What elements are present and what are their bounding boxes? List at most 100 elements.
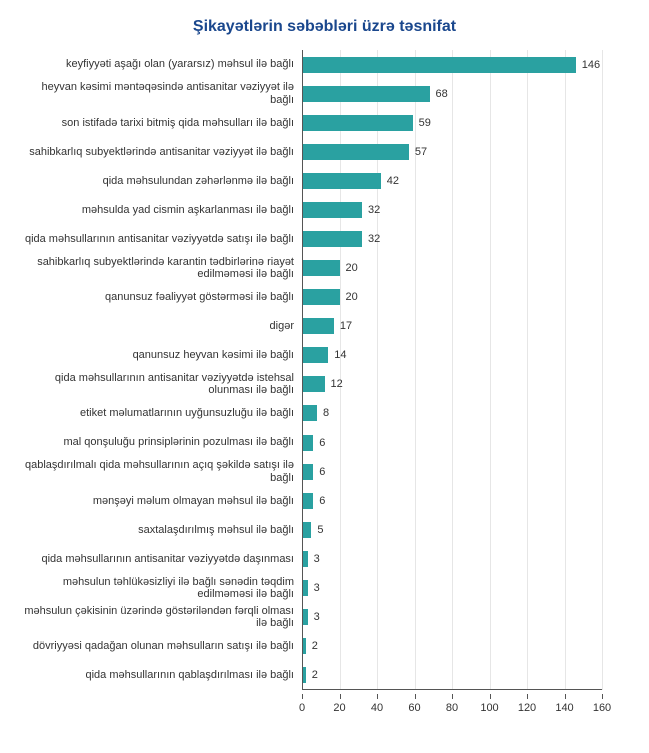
bar-cell: 6	[302, 429, 629, 457]
bar-cell: 57	[302, 138, 629, 166]
chart-rows: keyfiyyəti aşağı olan (yararsız) məhsul …	[20, 50, 629, 690]
bar-cell: 20	[302, 283, 629, 311]
x-tick-mark	[527, 694, 528, 699]
chart-row: qida məhsulundan zəhərlənmə ilə bağlı42	[20, 167, 629, 195]
bar-value-label: 3	[314, 611, 320, 623]
bar-value-label: 3	[314, 582, 320, 594]
chart-title: Şikayətlərin səbəbləri üzrə təsnifat	[20, 18, 629, 36]
category-label: son istifadə tarixi bitmiş qida məhsulla…	[20, 117, 302, 129]
x-tick-mark	[415, 694, 416, 699]
bar	[302, 260, 340, 276]
chart-row: etiket məlumatlarının uyğunsuzluğu ilə b…	[20, 399, 629, 427]
category-label: qida məhsullarının antisanitar vəziyyətd…	[20, 233, 302, 245]
x-tick-mark	[565, 694, 566, 699]
bar	[302, 376, 325, 392]
bar-value-label: 32	[368, 204, 380, 216]
bar-cell: 17	[302, 312, 629, 340]
x-tick-mark	[452, 694, 453, 699]
chart-row: qida məhsullarının qablaşdırılması ilə b…	[20, 661, 629, 689]
category-label: digər	[20, 320, 302, 332]
bar-value-label: 42	[387, 175, 399, 187]
category-label: sahibkarlıq subyektlərində antisanitar v…	[20, 146, 302, 158]
chart-row: qida məhsullarının antisanitar vəziyyətd…	[20, 545, 629, 573]
chart-row: keyfiyyəti aşağı olan (yararsız) məhsul …	[20, 51, 629, 79]
chart-row: sahibkarlıq subyektlərində antisanitar v…	[20, 138, 629, 166]
bar-cell: 32	[302, 225, 629, 253]
bar-value-label: 6	[319, 437, 325, 449]
chart-row: qanunsuz heyvan kəsimi ilə bağlı 14	[20, 341, 629, 369]
x-tick-label: 20	[333, 702, 345, 714]
bar-value-label: 57	[415, 146, 427, 158]
bar-value-label: 6	[319, 466, 325, 478]
bar	[302, 493, 313, 509]
bar-cell: 12	[302, 370, 629, 398]
bar-cell: 8	[302, 399, 629, 427]
bar	[302, 318, 334, 334]
category-label: məhsulun çəkisinin üzərində göstəriləndə…	[20, 605, 302, 630]
chart-row: mal qonşuluğu prinsiplərinin pozulması i…	[20, 429, 629, 457]
bar	[302, 202, 362, 218]
bar-value-label: 2	[312, 669, 318, 681]
bar-value-label: 68	[436, 88, 448, 100]
bar-cell: 2	[302, 661, 629, 689]
category-label: məhsulun təhlükəsizliyi ilə bağlı sənədi…	[20, 576, 302, 601]
category-label: qanunsuz heyvan kəsimi ilə bağlı	[20, 349, 302, 361]
chart-row: məhsulun təhlükəsizliyi ilə bağlı sənədi…	[20, 574, 629, 602]
bar	[302, 231, 362, 247]
bar-value-label: 2	[312, 640, 318, 652]
bar-cell: 68	[302, 80, 629, 108]
bar	[302, 57, 576, 73]
bar	[302, 144, 409, 160]
bar-value-label: 6	[319, 495, 325, 507]
category-label: sahibkarlıq subyektlərində karantin tədb…	[20, 256, 302, 281]
x-tick-label: 100	[480, 702, 498, 714]
bar	[302, 173, 381, 189]
x-tick-mark	[602, 694, 603, 699]
x-tick-mark	[490, 694, 491, 699]
x-tick-label: 140	[555, 702, 573, 714]
bar-cell: 5	[302, 516, 629, 544]
bar-value-label: 3	[314, 553, 320, 565]
bar	[302, 347, 328, 363]
chart-row: digər 17	[20, 312, 629, 340]
bar-cell: 2	[302, 632, 629, 660]
chart-row: məhsulun çəkisinin üzərində göstəriləndə…	[20, 603, 629, 631]
bar-value-label: 146	[582, 59, 600, 71]
bar	[302, 86, 430, 102]
chart-plot-area: keyfiyyəti aşağı olan (yararsız) məhsul …	[20, 50, 629, 720]
bar-value-label: 17	[340, 320, 352, 332]
category-label: mənşəyi məlum olmayan məhsul ilə bağlı	[20, 495, 302, 507]
chart-row: dövriyyəsi qadağan olunan məhsulların sa…	[20, 632, 629, 660]
chart-row: sahibkarlıq subyektlərində karantin tədb…	[20, 254, 629, 282]
x-tick-label: 0	[299, 702, 305, 714]
bar-value-label: 5	[317, 524, 323, 536]
bar-value-label: 20	[346, 291, 358, 303]
chart-row: saxtalaşdırılmış məhsul ilə bağlı 5	[20, 516, 629, 544]
bar	[302, 464, 313, 480]
x-tick-mark	[302, 694, 303, 699]
bar-value-label: 59	[419, 117, 431, 129]
chart-row: qida məhsullarının antisanitar vəziyyətd…	[20, 225, 629, 253]
bar-cell: 3	[302, 545, 629, 573]
chart-row: qablaşdırılmalı qida məhsullarının açıq …	[20, 458, 629, 486]
chart-row: heyvan kəsimi məntəqəsində antisanitar v…	[20, 80, 629, 108]
x-tick-label: 160	[593, 702, 611, 714]
bar-cell: 59	[302, 109, 629, 137]
category-label: qanunsuz fəaliyyət göstərməsi ilə bağlı	[20, 291, 302, 303]
bar	[302, 435, 313, 451]
x-tick-label: 40	[371, 702, 383, 714]
x-tick-mark	[377, 694, 378, 699]
bar-value-label: 14	[334, 349, 346, 361]
chart-row: son istifadə tarixi bitmiş qida məhsulla…	[20, 109, 629, 137]
bar-value-label: 8	[323, 407, 329, 419]
category-label: məhsulda yad cismin aşkarlanması ilə bağ…	[20, 204, 302, 216]
bar-cell: 6	[302, 487, 629, 515]
category-label: keyfiyyəti aşağı olan (yararsız) məhsul …	[20, 58, 302, 70]
x-axis-line	[302, 689, 602, 690]
chart-row: qanunsuz fəaliyyət göstərməsi ilə bağlı 2…	[20, 283, 629, 311]
category-label: saxtalaşdırılmış məhsul ilə bağlı	[20, 524, 302, 536]
chart-row: mənşəyi məlum olmayan məhsul ilə bağlı 6	[20, 487, 629, 515]
x-tick-mark	[340, 694, 341, 699]
category-label: heyvan kəsimi məntəqəsində antisanitar v…	[20, 81, 302, 106]
category-label: dövriyyəsi qadağan olunan məhsulların sa…	[20, 640, 302, 652]
